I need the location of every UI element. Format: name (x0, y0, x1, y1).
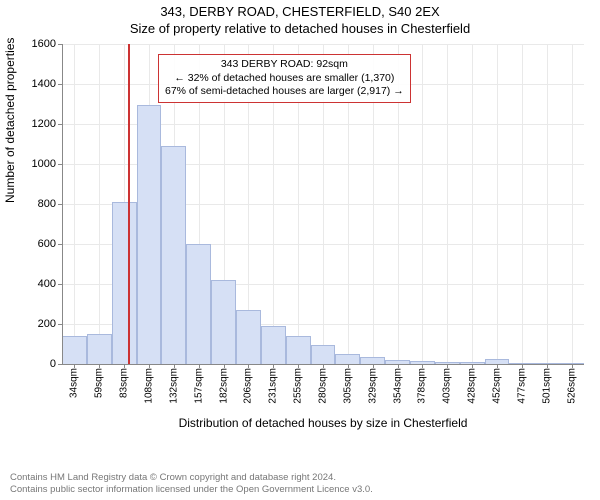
histogram-bar (236, 310, 261, 364)
histogram-bar (211, 280, 236, 364)
x-tick-label: 501sqm (541, 368, 552, 404)
x-tick-label: 403sqm (442, 368, 453, 404)
x-tick-label: 428sqm (467, 368, 478, 404)
y-tick-label: 1200 (32, 118, 56, 130)
chart-subtitle: Size of property relative to detached ho… (0, 21, 600, 36)
x-tick-label: 305sqm (342, 368, 353, 404)
x-axis-title: Distribution of detached houses by size … (62, 416, 584, 430)
x-tick-label: 108sqm (144, 368, 155, 404)
gridline-vertical (472, 44, 473, 364)
x-tick-label: 157sqm (193, 368, 204, 404)
y-axis-title: Number of detached properties (3, 38, 17, 203)
chart-title-address: 343, DERBY ROAD, CHESTERFIELD, S40 2EX (0, 4, 600, 19)
x-tick-label: 255sqm (293, 368, 304, 404)
gridline-vertical (547, 44, 548, 364)
x-tick-label: 206sqm (243, 368, 254, 404)
histogram-bar (261, 326, 286, 364)
gridline-vertical (422, 44, 423, 364)
histogram-bar (87, 334, 112, 364)
plot-area: 0200400600800100012001400160034sqm59sqm8… (62, 44, 584, 364)
x-tick-label: 378sqm (417, 368, 428, 404)
footer-attribution: Contains HM Land Registry data © Crown c… (10, 472, 373, 496)
gridline-vertical (99, 44, 100, 364)
x-tick-label: 132sqm (168, 368, 179, 404)
histogram-bar (335, 354, 360, 364)
y-tick-label: 1600 (32, 38, 56, 50)
gridline-vertical (447, 44, 448, 364)
x-tick-label: 34sqm (69, 368, 80, 398)
footer-line2: Contains public sector information licen… (10, 484, 373, 496)
x-tick-label: 182sqm (218, 368, 229, 404)
x-axis-line (62, 364, 584, 365)
gridline-vertical (74, 44, 75, 364)
x-tick-label: 477sqm (516, 368, 527, 404)
gridline-vertical (572, 44, 573, 364)
annotation-line3: 67% of semi-detached houses are larger (… (165, 85, 404, 99)
histogram-bar (137, 105, 162, 364)
y-axis-line (62, 44, 63, 364)
y-tick-label: 600 (38, 238, 56, 250)
x-tick-label: 526sqm (566, 368, 577, 404)
histogram-bar (286, 336, 311, 364)
footer-line1: Contains HM Land Registry data © Crown c… (10, 472, 373, 484)
y-tick-label: 200 (38, 318, 56, 330)
annotation-line1: 343 DERBY ROAD: 92sqm (165, 58, 404, 72)
annotation-line2: ← 32% of detached houses are smaller (1,… (165, 72, 404, 86)
y-tick-label: 0 (50, 358, 56, 370)
x-tick-label: 231sqm (268, 368, 279, 404)
x-tick-label: 329sqm (367, 368, 378, 404)
y-tick-label: 1400 (32, 78, 56, 90)
y-tick-label: 800 (38, 198, 56, 210)
annotation-box: 343 DERBY ROAD: 92sqm← 32% of detached h… (158, 54, 411, 103)
y-tick-label: 1000 (32, 158, 56, 170)
histogram-bar (62, 336, 87, 364)
chart-header: 343, DERBY ROAD, CHESTERFIELD, S40 2EX S… (0, 0, 600, 36)
x-tick-label: 83sqm (119, 368, 130, 398)
histogram-bar (360, 357, 385, 364)
histogram-bar (186, 244, 211, 364)
chart-container: Number of detached properties 0200400600… (0, 38, 600, 448)
gridline-vertical (522, 44, 523, 364)
gridline-vertical (497, 44, 498, 364)
histogram-bar (112, 202, 137, 364)
reference-line (128, 44, 130, 364)
histogram-bar (161, 146, 186, 364)
x-tick-label: 59sqm (94, 368, 105, 398)
x-tick-label: 354sqm (392, 368, 403, 404)
y-tick-label: 400 (38, 278, 56, 290)
x-tick-label: 280sqm (318, 368, 329, 404)
x-tick-label: 452sqm (492, 368, 503, 404)
histogram-bar (311, 345, 336, 364)
